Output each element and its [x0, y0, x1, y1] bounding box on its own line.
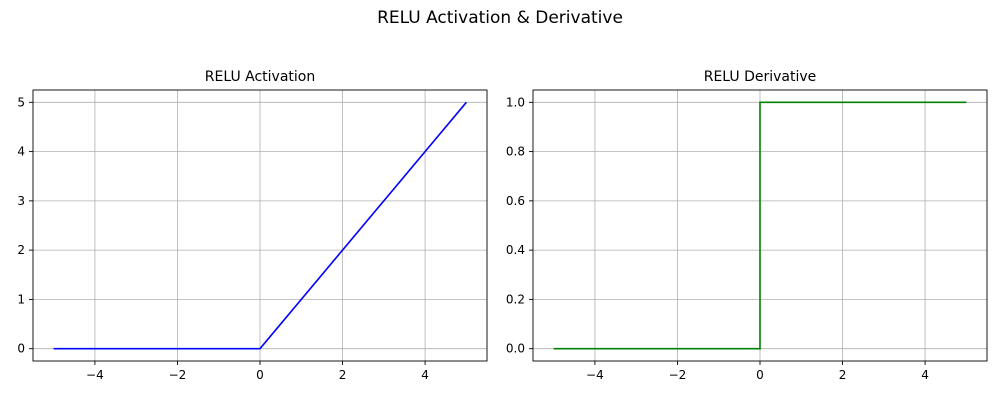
y-tick-label: 0 [17, 342, 25, 356]
figure-title: RELU Activation & Derivative [377, 8, 623, 28]
series-line [53, 101, 467, 350]
y-tick-label: 5 [17, 95, 25, 109]
y-tick-label: 3 [17, 194, 25, 208]
axes-title: RELU Derivative [704, 69, 817, 85]
y-tick-label: 0.4 [506, 243, 525, 257]
x-tick-label: 2 [339, 368, 347, 382]
panel-relu-activation: −4 −2 0 2 4 0 1 2 3 4 5 RELU Activation [17, 69, 488, 382]
x-tick-label: 0 [756, 368, 764, 382]
y-tick-label: 0.2 [506, 292, 525, 306]
x-tick-label: −4 [86, 368, 104, 382]
y-tick-label: 1 [17, 292, 25, 306]
x-tick-label: −4 [586, 368, 604, 382]
x-tick-label: 4 [921, 368, 929, 382]
x-tick-label: −2 [169, 368, 187, 382]
axes-title: RELU Activation [205, 69, 315, 85]
x-tick-label: 2 [839, 368, 847, 382]
x-tick-label: −2 [669, 368, 687, 382]
y-tick-label: 0.6 [506, 194, 525, 208]
y-tick-label: 0.0 [506, 342, 525, 356]
x-tick-label: 0 [256, 368, 264, 382]
y-tick-label: 4 [17, 145, 25, 159]
y-tick-label: 1.0 [506, 95, 525, 109]
x-tick-label: 4 [421, 368, 429, 382]
y-tick-label: 2 [17, 243, 25, 257]
panel-relu-derivative: −4 −2 0 2 4 0.0 0.2 0.4 0.6 0.8 1.0 RELU Derivative [506, 69, 988, 382]
series-line [553, 101, 967, 350]
y-tick-label: 0.8 [506, 145, 525, 159]
